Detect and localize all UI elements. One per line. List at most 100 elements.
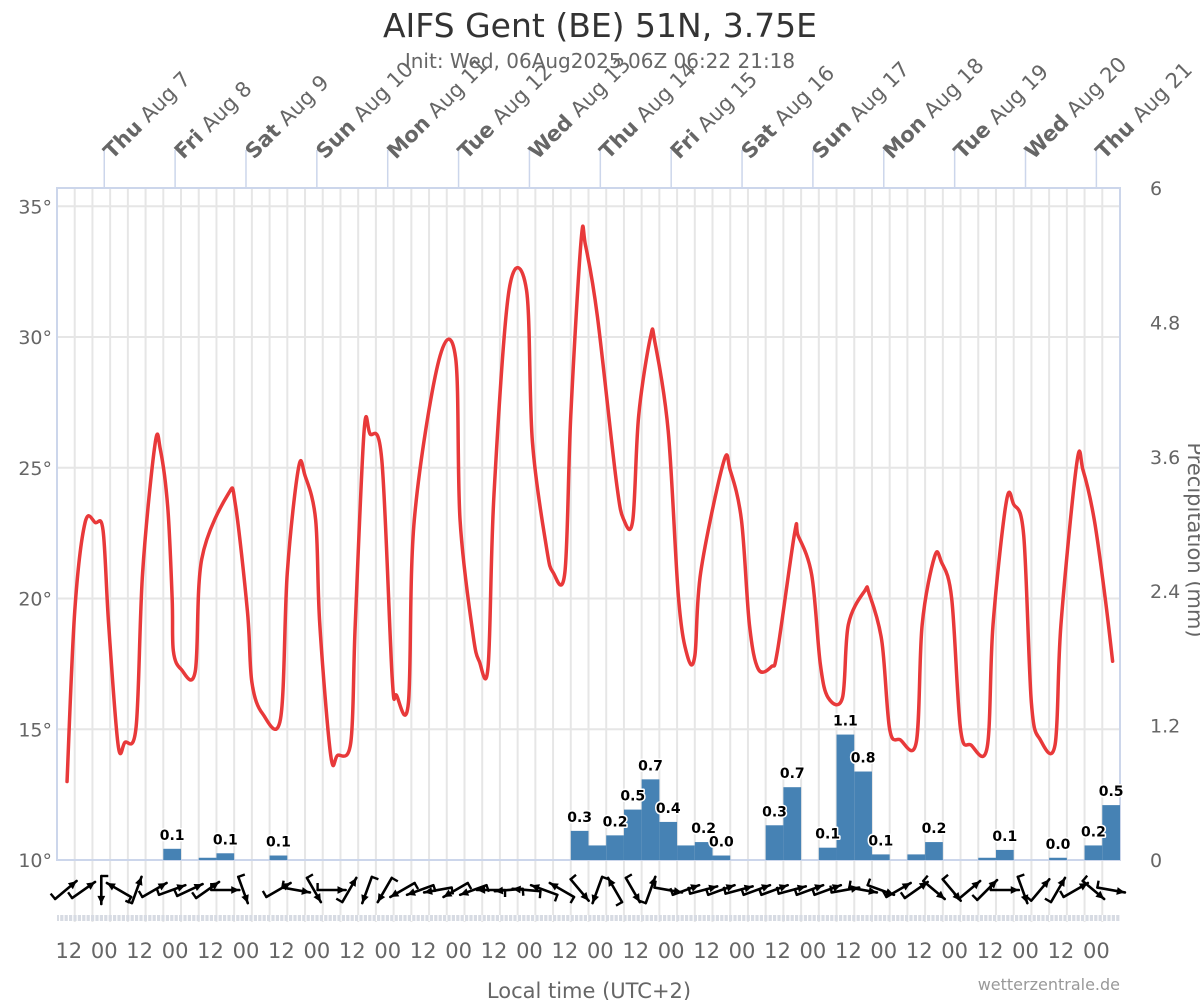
wind-strip-notch [433,915,435,921]
wind-strip-notch [1005,915,1007,921]
wind-strip-notch [917,915,919,921]
wind-arrow-head [1116,887,1125,895]
wind-arrow [775,884,808,895]
wind-arrow-head [988,880,998,889]
wind-strip-notch [569,915,571,921]
wind-strip-notch [626,915,628,921]
x-tick-label: 00 [445,939,472,963]
wind-arrow-barb [1096,880,1100,888]
wind-strip-notch [824,915,826,921]
x-tick-label: 00 [870,939,897,963]
wind-arrow [173,882,204,898]
x-axis-label: Local time (UTC+2) [487,979,691,1000]
precipitation-bar-label: 0.0 [1046,837,1071,853]
precipitation-bar-label: 0.7 [638,758,663,774]
x-tick-label: 12 [126,939,153,963]
wind-strip-notch [120,915,122,921]
wind-strip-notch [961,915,963,921]
precipitation-bar [871,854,890,860]
wind-arrow-barb [722,886,727,894]
x-tick-label: 12 [1048,939,1075,963]
wind-strip-notch [230,915,232,921]
wind-arrow-head [407,888,416,896]
wind-strip-notch [441,915,443,921]
precipitation-bar [907,854,926,860]
wind-strip-notch [239,915,241,921]
wind-arrow [848,880,879,895]
wind-strip-notch [745,915,747,921]
wind-arrow-head [477,886,486,894]
wind-strip-notch [309,915,311,921]
wind-strip-notch [1062,915,1064,921]
wind-arrow-head [531,884,541,892]
wind-arrow [316,883,347,894]
wind-arrow-head [690,884,700,892]
wind-arrow-head [512,885,521,894]
precipitation-bar-label: 0.3 [762,804,787,820]
wind-strip-notch [811,915,813,921]
wind-strip-notch [701,915,703,921]
x-tick-label: 12 [764,939,791,963]
wind-strip-notch [688,915,690,921]
wind-arrow [1025,877,1051,903]
chart-title: AIFS Gent (BE) 51N, 3.75E [383,6,817,45]
precipitation-bars [163,734,1120,860]
precipitation-bar [783,787,802,860]
wind-arrow-head [460,888,470,896]
wind-arrow-barb [124,899,133,905]
wind-strip-notch [1088,915,1090,921]
wind-strip-notch [683,915,685,921]
wind-strip-notch [204,915,206,921]
wind-strip-notch [129,915,131,921]
precipitation-bar [694,842,713,860]
wind-strip-notch [890,915,892,921]
y-axis-right: 0 1.2 2.4 3.6 4.8 6 [1150,178,1180,872]
x-tick-label: 12 [693,939,720,963]
wind-strip-notch [833,915,835,921]
wind-arrow-barb [1059,890,1065,898]
wind-strip-notch [512,915,514,921]
wind-strip-notch [437,915,439,921]
wind-strip-notch [248,915,250,921]
x-tick-label: 00 [233,939,260,963]
wind-arrow-head [935,890,945,899]
wind-strip-notch [406,915,408,921]
wind-strip-notch [551,915,553,921]
wind-strip-notch [587,915,589,921]
wind-arrow-head [97,895,106,904]
credit-link[interactable]: wetterzentrale.de [978,975,1120,994]
wind-strip-notch [402,915,404,921]
wind-arrow-barb [173,889,179,897]
wind-strip-notch [1013,915,1015,921]
wind-strip-notch [116,915,118,921]
wind-arrow [49,879,78,901]
wind-strip-notch [94,915,96,921]
wind-strip-notch [697,915,699,921]
wind-arrow [548,881,576,904]
wind-strip-notch [635,915,637,921]
wind-arrow-head [86,881,96,890]
wind-arrow-barb [155,887,161,896]
x-tick-label: 12 [55,939,82,963]
wind-arrow [704,883,736,897]
wind-arrow [335,876,358,904]
wind-arrow [67,880,97,900]
wind-strip-notch [815,915,817,921]
precipitation-bar [606,835,624,860]
wind-arrows [49,873,1127,907]
wind-arrow-head [301,887,310,895]
precipitation-bar [765,825,784,860]
wind-strip-notch [1049,915,1051,921]
wind-strip-notch [455,915,457,921]
wind-arrow-barb [281,880,285,888]
wind-strip-notch [820,915,822,921]
wind-strip-notch [868,915,870,921]
wind-arrow-head [632,893,640,903]
y-right-tick-label: 6 [1150,178,1162,200]
precipitation-bar [995,849,1014,860]
x-tick-label: 12 [410,939,437,963]
wind-strip-notch [846,915,848,921]
wind-arrow-barb [740,887,745,896]
wind-arrow [137,881,168,899]
wind-strip-notch [974,915,976,921]
